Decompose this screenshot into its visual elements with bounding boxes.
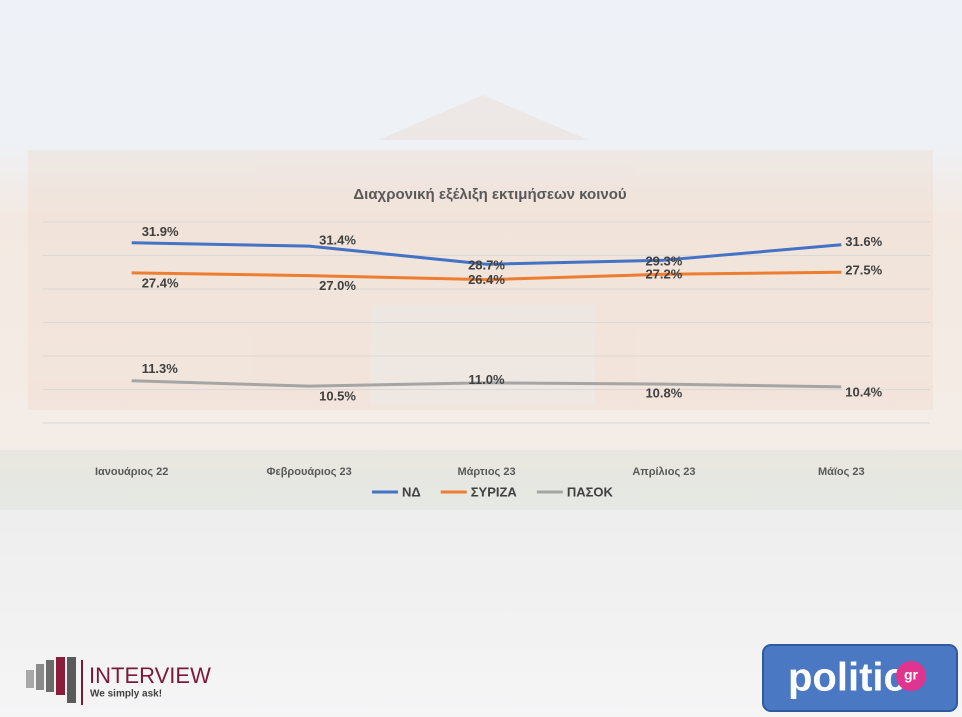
series-line <box>131 379 842 389</box>
data-label: 10.8% <box>645 386 682 401</box>
x-tick-label: Ιανουάριος 22 <box>95 466 168 478</box>
data-label: 28.7% <box>468 258 505 273</box>
data-label: 31.4% <box>319 233 356 248</box>
data-label: 27.0% <box>319 278 356 293</box>
politic-text: politic <box>788 656 906 700</box>
brand-name: INTERVIEW <box>89 663 211 688</box>
data-label: 27.4% <box>142 275 179 290</box>
brand-tagline: We simply ask! <box>90 689 162 700</box>
data-label: 29.3% <box>645 254 682 269</box>
chart-title: Διαχρονική εξέλιξη εκτιμήσεων κοινού <box>353 186 626 203</box>
x-tick-label: Μάϊος 23 <box>818 466 865 478</box>
data-label: 10.5% <box>319 389 356 404</box>
politic-gr: gr <box>904 667 919 683</box>
data-label: 11.3% <box>142 361 179 376</box>
logo-politic: politic gr <box>762 644 958 712</box>
logo-interview: INTERVIEW We simply ask! <box>26 657 211 705</box>
data-label: 31.6% <box>845 234 882 249</box>
series-line <box>131 241 842 266</box>
legend-label: ΣΥΡΙΖΑ <box>471 484 518 499</box>
data-label: 26.4% <box>468 272 505 287</box>
series-line <box>131 270 842 282</box>
x-tick-label: Φεβρουάριος 23 <box>266 466 351 478</box>
data-label: 27.5% <box>845 263 882 278</box>
data-label: 11.0% <box>468 372 505 387</box>
legend-label: ΝΔ <box>402 484 421 499</box>
data-label: 27.2% <box>645 267 682 282</box>
data-label: 31.9% <box>142 224 179 239</box>
data-label: 10.4% <box>845 384 882 399</box>
legend-label: ΠΑΣΟΚ <box>567 484 614 499</box>
x-tick-label: Μάρτιος 23 <box>457 466 515 478</box>
x-tick-label: Απρίλιος 23 <box>632 466 695 478</box>
